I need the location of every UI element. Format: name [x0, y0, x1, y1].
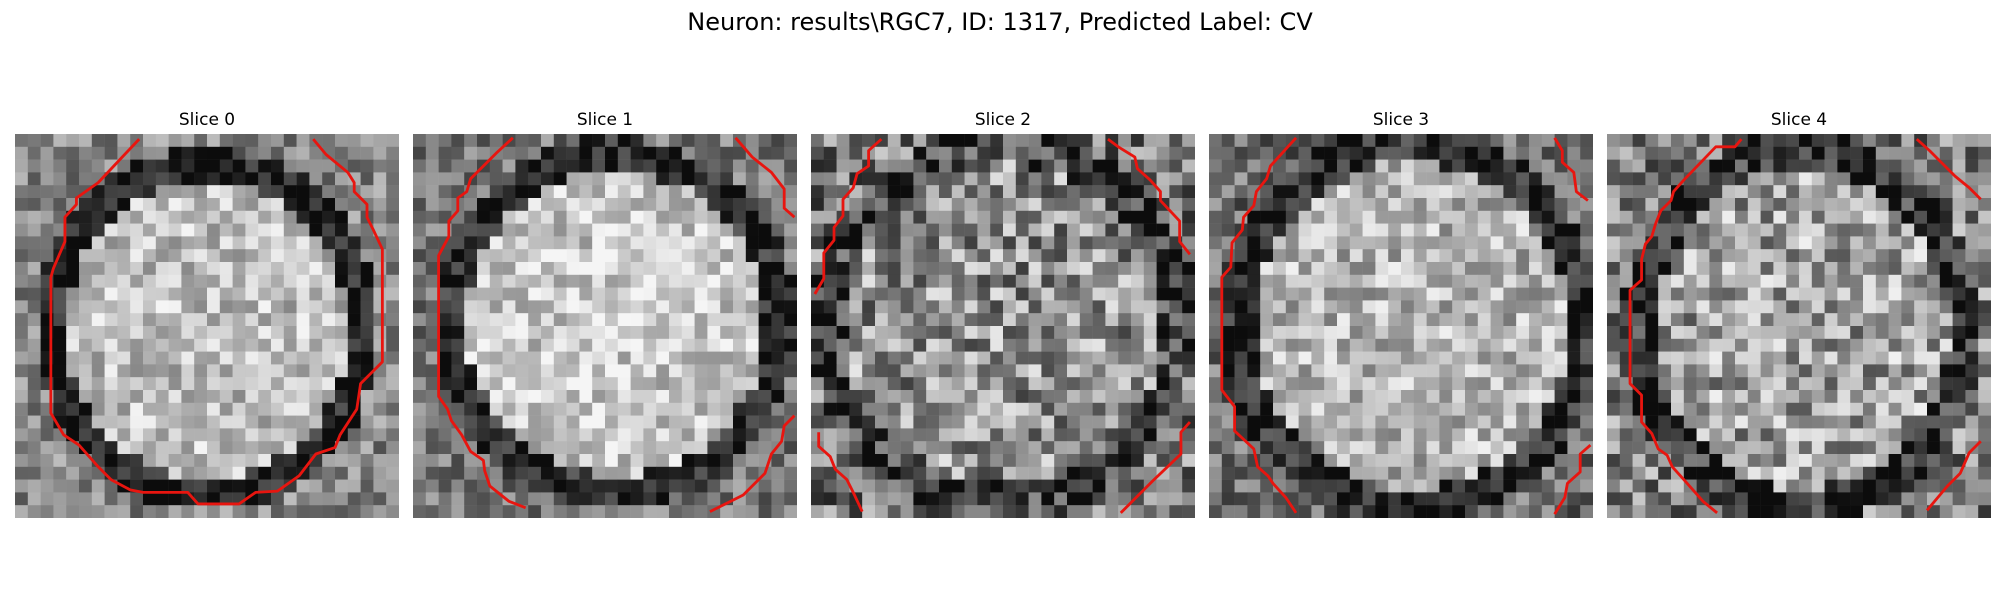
cell-contour [709, 414, 796, 513]
cell-contour [813, 138, 883, 295]
slice-image-2 [811, 134, 1195, 518]
slice-image-3 [1209, 134, 1593, 518]
slice-title: Slice 2 [974, 110, 1032, 130]
cell-contour [1925, 440, 1982, 512]
slice-panel-0: Slice 0 [15, 108, 399, 520]
slice-image-4 [1607, 134, 1991, 518]
cell-contour [1628, 138, 1743, 514]
figure-title: Neuron: results\RGC7, ID: 1317, Predicte… [687, 8, 1313, 36]
slice-title: Slice 3 [1372, 110, 1430, 130]
cell-contour [49, 138, 384, 506]
cell-contour [1107, 137, 1191, 256]
slice-panel-1: Slice 1 [413, 108, 797, 520]
cell-contour [1119, 421, 1191, 514]
cell-contour [1220, 136, 1298, 514]
slice-panel-2: Slice 2 [811, 108, 1195, 520]
cell-contour [817, 432, 864, 513]
slice-image-0 [15, 134, 399, 518]
cell-contour [1915, 138, 1982, 201]
cell-contour [1553, 137, 1589, 202]
cell-contour [1553, 443, 1592, 515]
slice-panel-3: Slice 3 [1209, 108, 1593, 520]
slice-image-1 [413, 134, 797, 518]
slice-title: Slice 1 [576, 110, 634, 130]
slice-title: Slice 0 [178, 110, 236, 130]
cell-contour [734, 136, 796, 219]
slice-panel-4: Slice 4 [1607, 108, 1991, 520]
cell-contour [437, 136, 527, 510]
slice-title: Slice 4 [1770, 110, 1828, 130]
